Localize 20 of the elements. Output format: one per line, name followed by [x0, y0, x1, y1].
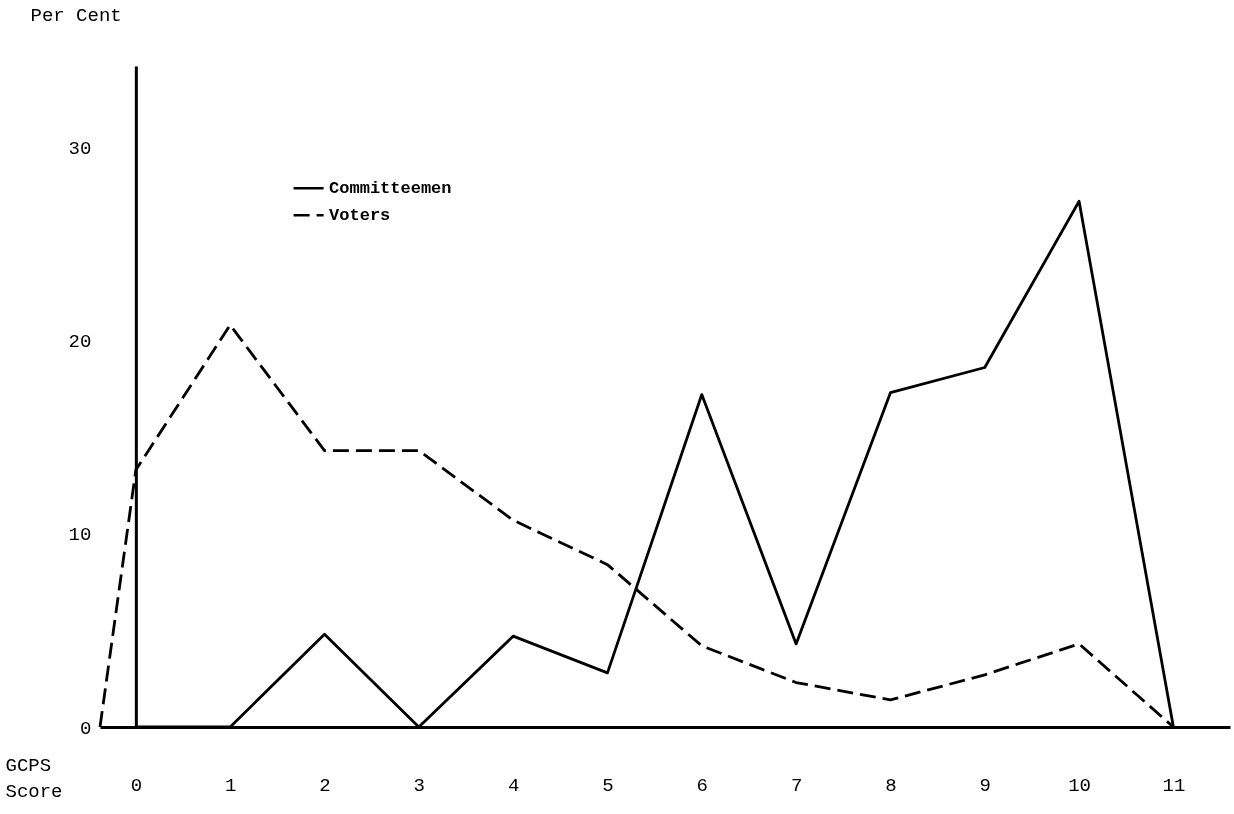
x-tick-label: 9	[979, 774, 991, 797]
y-tick-label: 10	[68, 524, 92, 547]
x-tick-label: 3	[413, 774, 426, 797]
y-tick-label: 20	[68, 330, 92, 353]
x-tick-label: 4	[507, 774, 520, 797]
x-tick-label: 2	[319, 774, 331, 797]
x-tick-label: 11	[1162, 774, 1186, 797]
x-tick-label: 5	[602, 774, 614, 797]
y-axis-title: Per Cent	[30, 4, 122, 27]
legend-label: Voters	[329, 206, 391, 226]
x-tick-label: 8	[885, 774, 897, 797]
y-tick-label: 0	[79, 717, 92, 740]
x-tick-label: 0	[130, 774, 143, 797]
x-tick-label: 10	[1068, 774, 1091, 797]
x-tick-label: 1	[224, 774, 237, 797]
y-tick-label: 30	[68, 137, 92, 160]
x-tick-label: 7	[790, 774, 803, 797]
legend-label: Committeemen	[329, 179, 452, 199]
x-tick-label: 6	[696, 774, 708, 797]
x-axis-title: GCPS Score	[5, 754, 63, 803]
